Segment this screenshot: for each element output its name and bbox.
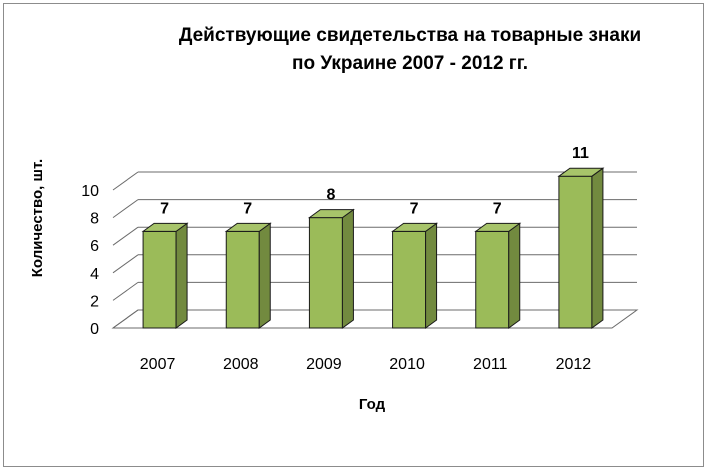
bar-front (475, 230, 510, 329)
y-tick-label: 0 (90, 321, 99, 338)
bar-top (224, 222, 272, 232)
bar-top (557, 167, 605, 177)
bar-side (591, 167, 604, 329)
bar-top (307, 209, 355, 219)
x-tick-label: 2007 (140, 356, 176, 373)
bar-front (308, 217, 343, 329)
x-tick-label: 2010 (389, 356, 425, 373)
bar-top (141, 222, 189, 232)
data-label: 7 (160, 200, 169, 217)
bar-side (425, 222, 438, 329)
data-label: 11 (572, 145, 589, 162)
bar-top (391, 222, 439, 232)
gridline-depth (112, 254, 139, 274)
x-tick-label: 2011 (473, 356, 508, 373)
y-tick-label: 10 (81, 183, 99, 200)
bar-side (258, 222, 271, 329)
bar-front (392, 230, 427, 329)
bar-front (558, 175, 593, 329)
x-tick-label: 2008 (223, 356, 259, 373)
chart-title-line2: по Украине 2007 - 2012 гг. (291, 53, 529, 74)
chart-title: Действующие свидетельства на товарные зн… (130, 22, 690, 78)
gridline-depth (112, 171, 139, 191)
y-tick-label: 6 (90, 238, 99, 255)
bar-front (142, 230, 177, 329)
bar-side (341, 208, 354, 329)
bar-side (175, 222, 188, 329)
bar-top (474, 222, 522, 232)
gridline-depth (112, 199, 139, 219)
gridline-depth (112, 226, 139, 246)
y-axis-label: Количество, шт. (29, 159, 46, 277)
bar-side (508, 222, 521, 329)
data-label: 8 (326, 187, 335, 204)
x-tick-label: 2009 (306, 356, 342, 373)
y-tick-label: 8 (90, 211, 99, 228)
y-tick-label: 4 (90, 266, 99, 283)
chart-floor (111, 309, 639, 329)
x-axis-label: Год (359, 396, 386, 413)
data-label: 7 (493, 200, 502, 217)
chart-title-line1: Действующие свидетельства на товарные зн… (178, 25, 642, 46)
gridline-depth (112, 281, 139, 301)
data-label: 7 (410, 200, 419, 217)
data-label: 7 (243, 200, 252, 217)
x-tick-label: 2012 (556, 356, 592, 373)
y-tick-label: 2 (90, 293, 99, 310)
bar-front (225, 230, 260, 329)
